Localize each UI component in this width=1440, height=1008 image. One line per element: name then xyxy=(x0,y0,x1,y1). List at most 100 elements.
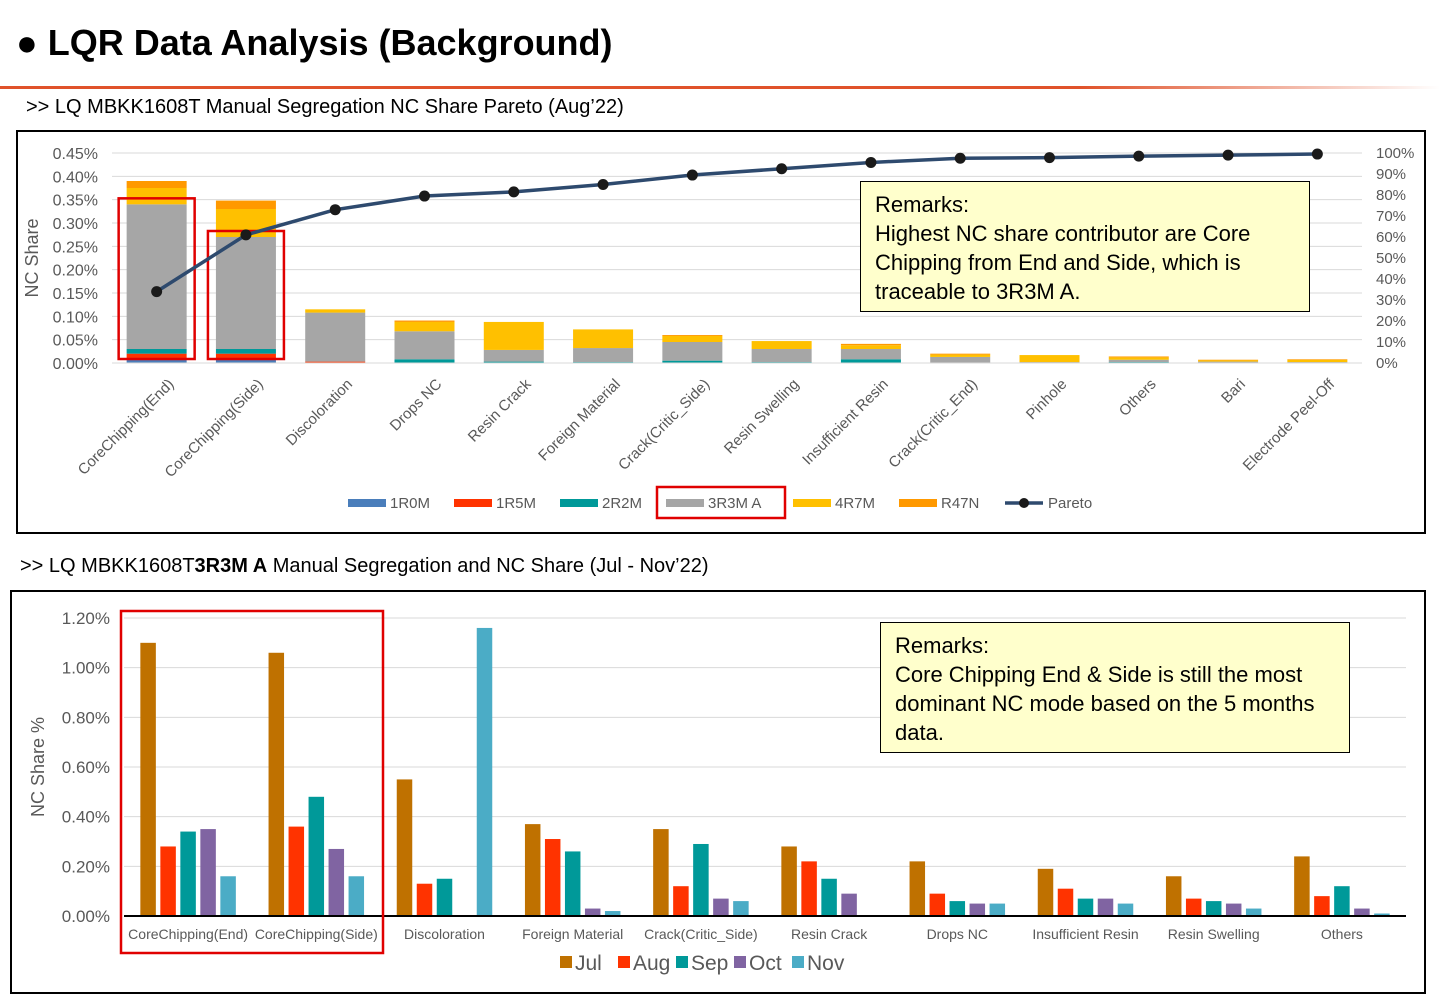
pareto-point xyxy=(776,163,788,175)
bar-sep xyxy=(949,901,966,916)
bar-3r3m-a xyxy=(573,348,634,363)
legend-swatch xyxy=(560,499,598,507)
bar-aug xyxy=(673,886,689,916)
bar-4r7m xyxy=(573,329,634,349)
x-tick-label: Resin Crack xyxy=(791,926,868,942)
x-tick-label: Others xyxy=(1321,926,1363,942)
y2-tick-label: 0% xyxy=(1376,355,1398,372)
bar-aug xyxy=(288,826,305,916)
pareto-point xyxy=(329,204,341,216)
bar-aug xyxy=(1314,896,1330,916)
monthly-remark-box: Remarks: Core Chipping End & Side is sti… xyxy=(880,622,1350,753)
y-tick-label: 0.45% xyxy=(53,146,98,163)
bar-r47n xyxy=(662,335,723,336)
y-tick-label: 0.00% xyxy=(62,907,110,926)
y-tick-label: 0.15% xyxy=(53,286,98,303)
bar-1r0m xyxy=(215,358,276,363)
legend-item-1r0m: 1R0M xyxy=(348,495,430,512)
pareto-point xyxy=(419,190,430,202)
bar-jul xyxy=(781,846,797,916)
bar-2r2m xyxy=(483,361,544,363)
bar-r47n xyxy=(1287,359,1348,360)
bar-3r3m-a xyxy=(305,312,366,362)
bar-aug xyxy=(1185,898,1202,916)
bar-4r7m xyxy=(1287,359,1348,363)
pareto-line xyxy=(155,152,1318,294)
y-tick-label: 0.35% xyxy=(53,193,98,210)
bar-r47n xyxy=(1198,359,1259,361)
bar-nov xyxy=(1374,913,1390,916)
bar-sep xyxy=(1334,886,1350,916)
bar-3r3m-a xyxy=(840,349,901,360)
bar-3r3m-a xyxy=(1198,361,1259,363)
bar-oct xyxy=(1225,903,1242,916)
bar-jul xyxy=(1037,868,1054,916)
legend-swatch xyxy=(618,956,630,968)
bar-nov xyxy=(1245,908,1262,916)
chart2-subtitle: >> LQ MBKK1608T3R3M A Manual Segregation… xyxy=(20,555,709,578)
x-tick-label: Drops NC xyxy=(927,926,988,942)
x-tick-label: Foreign Material xyxy=(522,926,623,942)
bar-jul xyxy=(140,642,156,916)
legend-item-1r5m: 1R5M xyxy=(454,495,536,512)
legend-label: R47N xyxy=(941,495,979,512)
bar-1r0m xyxy=(126,358,187,363)
bar-sep xyxy=(1205,901,1222,916)
legend-item-oct: Oct xyxy=(734,952,782,975)
bar-r47n xyxy=(1108,356,1169,358)
bar-4r7m xyxy=(1019,355,1080,363)
chart2-subtitle-suffix: Manual Segregation and NC Share (Jul - N… xyxy=(267,555,709,577)
bar-sep xyxy=(436,878,453,916)
y2-tick-label: 100% xyxy=(1376,145,1414,162)
bar-r47n xyxy=(840,343,901,346)
bar-2r2m xyxy=(840,359,901,363)
bar-4r7m xyxy=(126,188,187,205)
y-tick-label: 0.40% xyxy=(62,808,110,827)
bar-jul xyxy=(396,779,413,916)
y-axis-title: NC Share % xyxy=(28,717,48,817)
bar-4r7m xyxy=(930,354,991,357)
bar-r47n xyxy=(215,200,276,209)
legend-item-3r3m-a: 3R3M A xyxy=(666,495,761,512)
legend-item-2r2m: 2R2M xyxy=(560,495,642,512)
legend-highlight-box xyxy=(655,485,787,520)
highlight-box xyxy=(117,197,196,361)
bar-aug xyxy=(160,846,176,916)
bar-4r7m xyxy=(840,345,901,349)
y-tick-label: 0.20% xyxy=(53,263,98,280)
bar-jul xyxy=(909,861,926,916)
bar-2r2m xyxy=(394,359,455,363)
x-tick-label: CoreChipping(End) xyxy=(128,926,248,942)
legend-item-4r7m: 4R7M xyxy=(793,495,875,512)
pareto-point xyxy=(240,229,252,241)
y-tick-label: 0.10% xyxy=(53,309,98,326)
legend-item-jul: Jul xyxy=(560,952,602,975)
y-tick-label: 0.25% xyxy=(53,239,98,256)
bar-aug xyxy=(929,893,946,916)
bar-1r5m xyxy=(215,353,276,359)
y2-tick-label: 20% xyxy=(1376,313,1406,330)
legend-label: Aug xyxy=(633,952,670,975)
x-tick-label: CoreChipping(Side) xyxy=(255,926,378,942)
y-tick-label: 1.20% xyxy=(62,609,110,628)
bar-aug xyxy=(416,883,433,916)
bar-nov xyxy=(220,876,236,916)
bar-1r5m xyxy=(126,353,187,359)
bar-3r3m-a xyxy=(215,237,276,349)
legend-swatch-point xyxy=(1019,498,1029,508)
legend-label: Sep xyxy=(691,952,728,975)
y-tick-label: 0.00% xyxy=(53,356,98,373)
legend-label: 1R5M xyxy=(496,495,536,512)
pareto-point xyxy=(597,179,609,190)
legend-label: 3R3M A xyxy=(708,495,761,512)
legend-swatch xyxy=(560,956,572,968)
legend-label: 1R0M xyxy=(390,495,430,512)
x-tick-label: Resin Swelling xyxy=(1168,926,1260,942)
pareto-point xyxy=(151,286,163,298)
bar-3r3m-a xyxy=(126,204,187,349)
bar-jul xyxy=(1294,856,1310,916)
bar-oct xyxy=(1097,898,1114,916)
legend-swatch xyxy=(734,956,746,968)
